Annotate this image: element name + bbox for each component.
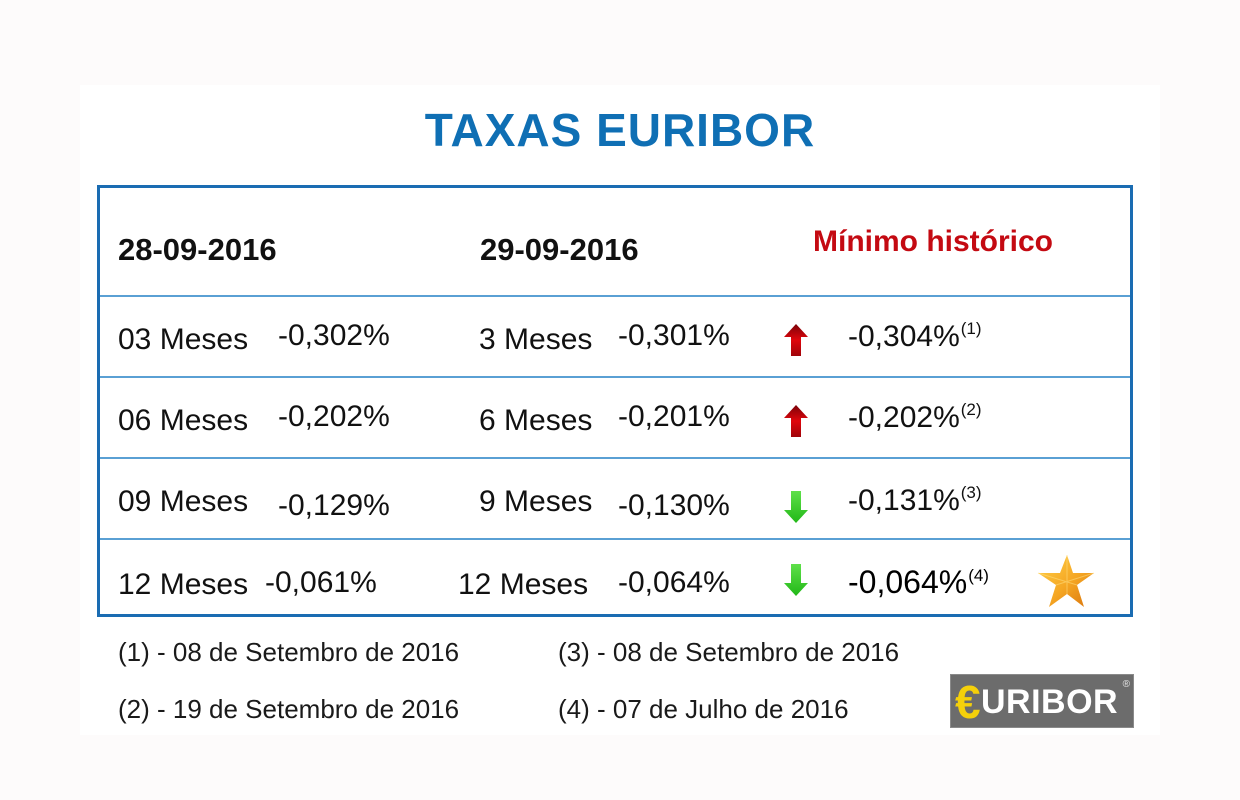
prev-rate: -0,061% xyxy=(265,566,377,599)
footnote-ref: (2) xyxy=(960,400,982,419)
table-row: 12 Meses -0,061% 12 Meses -0,064% -0,064… xyxy=(100,540,1130,614)
min-rate: -0,202%(2) xyxy=(848,400,982,434)
prev-term: 12 Meses xyxy=(118,568,249,601)
header-historic-minimum: Mínimo histórico xyxy=(813,225,1053,258)
euro-icon: € xyxy=(955,676,981,728)
header-date-previous: 28-09-2016 xyxy=(118,232,277,267)
page-title: TAXAS EURIBOR xyxy=(424,104,816,156)
row-divider xyxy=(100,376,1130,378)
curr-term: 6 Meses xyxy=(479,404,593,437)
header-date-current: 29-09-2016 xyxy=(480,232,639,267)
prev-term: 06 Meses xyxy=(118,404,249,437)
prev-term: 09 Meses xyxy=(118,485,249,518)
min-rate: -0,304%(1) xyxy=(848,319,982,353)
table-row: 06 Meses -0,202% 6 Meses -0,201% -0,202%… xyxy=(100,378,1130,457)
footnote-2: (2) - 19 de Setembro de 2016 xyxy=(118,694,460,724)
euribor-rates-table: 28-09-2016 29-09-2016 Mínimo histórico 0… xyxy=(97,185,1133,617)
row-divider xyxy=(100,457,1130,459)
row-divider xyxy=(100,538,1130,540)
registered-mark: ® xyxy=(1122,679,1130,690)
euribor-logo: € URIBOR ® xyxy=(950,674,1134,728)
arrow-down-icon xyxy=(784,491,808,523)
footnote-3: (3) - 08 de Setembro de 2016 xyxy=(558,637,900,667)
prev-term: 03 Meses xyxy=(118,323,249,356)
footnote-4: (4) - 07 de Julho de 2016 xyxy=(558,694,849,724)
arrow-up-icon xyxy=(784,324,808,356)
curr-rate: -0,064% xyxy=(618,566,730,599)
arrow-down-icon xyxy=(784,564,808,596)
prev-rate: -0,202% xyxy=(278,400,390,433)
row-divider xyxy=(100,295,1130,297)
logo-wordmark: URIBOR xyxy=(981,683,1119,721)
curr-rate: -0,201% xyxy=(618,400,730,433)
curr-term: 12 Meses xyxy=(458,568,589,601)
footnote-1: (1) - 08 de Setembro de 2016 xyxy=(118,637,460,667)
table-header-row: 28-09-2016 29-09-2016 Mínimo histórico xyxy=(100,188,1130,295)
curr-term: 3 Meses xyxy=(479,323,593,356)
footnote-ref: (4) xyxy=(968,566,989,585)
arrow-up-icon xyxy=(784,405,808,437)
star-icon xyxy=(1037,555,1095,607)
table-row: 03 Meses -0,302% 3 Meses -0,301% -0,304%… xyxy=(100,297,1130,376)
curr-rate: -0,130% xyxy=(618,489,730,522)
footnote-ref: (1) xyxy=(960,319,982,338)
prev-rate: -0,129% xyxy=(278,489,390,522)
footnote-ref: (3) xyxy=(960,483,982,502)
min-rate-record: -0,064%(4) xyxy=(848,564,989,600)
curr-rate: -0,301% xyxy=(618,319,730,352)
prev-rate: -0,302% xyxy=(278,319,390,352)
min-rate: -0,131%(3) xyxy=(848,483,982,517)
curr-term: 9 Meses xyxy=(479,485,593,518)
table-row: 09 Meses -0,129% 9 Meses -0,130% -0,131%… xyxy=(100,459,1130,538)
